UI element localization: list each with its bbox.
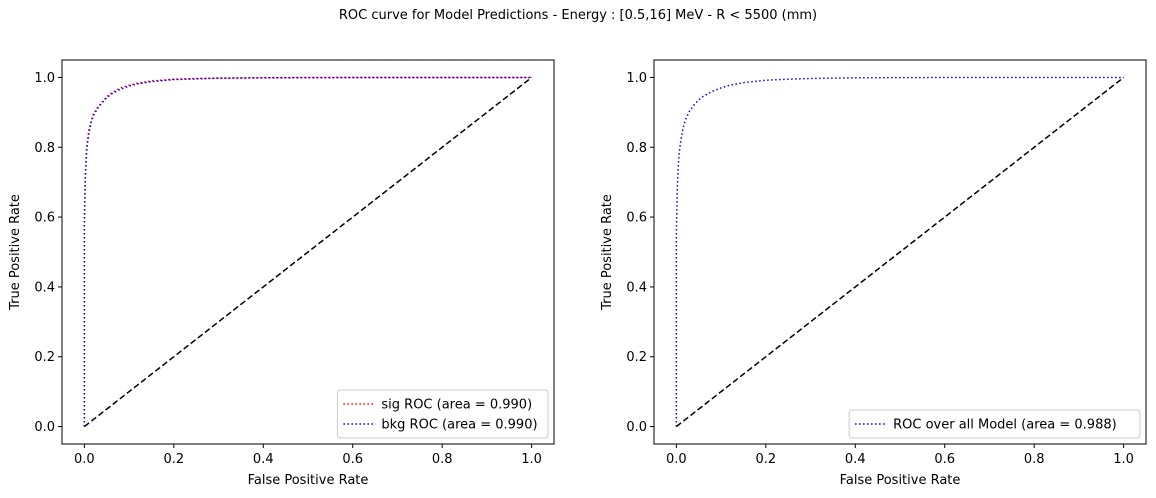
series-line-1 (675, 76, 1124, 427)
figure-title: ROC curve for Model Predictions - Energy… (338, 8, 818, 23)
y-tick-label: 0.6 (626, 211, 647, 226)
x-tick-label: 0.2 (163, 452, 184, 467)
y-tick-label: 1.0 (626, 71, 647, 86)
x-tick-label: 0.2 (755, 452, 776, 467)
y-tick-label: 0.2 (626, 350, 647, 365)
series-line-1 (83, 76, 532, 427)
y-axis-label: True Positive Rate (8, 194, 23, 311)
x-tick-label: 0.4 (845, 452, 866, 467)
legend-box (848, 409, 1141, 439)
x-tick-label: 0.0 (666, 452, 687, 467)
x-tick-label: 1.0 (521, 452, 542, 467)
x-tick-label: 0.0 (74, 452, 95, 467)
x-tick-label: 0.8 (432, 452, 453, 467)
y-tick-label: 0.0 (34, 420, 55, 435)
x-tick-label: 0.4 (253, 452, 274, 467)
y-tick-label: 0.6 (34, 211, 55, 226)
legend-box (336, 389, 549, 439)
y-tick-label: 0.4 (34, 280, 55, 295)
y-tick-label: 0.2 (34, 350, 55, 365)
legend-label: bkg ROC (area = 0.990) (381, 418, 537, 433)
chance-diagonal-line (83, 76, 533, 428)
plot-frame (653, 59, 1147, 445)
y-tick-label: 0.4 (626, 280, 647, 295)
y-tick-label: 0.8 (626, 141, 647, 156)
x-tick-label: 0.6 (934, 452, 955, 467)
chart-panel-2: 0.0 0.2 0.4 0.6 0.8 1.0 0.0 0.2 0.4 0.6 0.8 1.0 Fals… (600, 59, 1147, 488)
chart-panel-1: 0.0 0.2 0.4 0.6 0.8 1.0 0.0 0.2 0.4 0.6 0.8 1.0 Fals… (8, 59, 555, 488)
legend-label: sig ROC (area = 0.990) (381, 398, 532, 413)
y-tick-label: 0.8 (34, 141, 55, 156)
y-tick-label: 1.0 (34, 71, 55, 86)
y-axis-label: True Positive Rate (600, 194, 615, 311)
x-axis-label: False Positive Rate (248, 473, 369, 488)
x-tick-label: 0.6 (342, 452, 363, 467)
plot-frame (61, 59, 555, 445)
chance-diagonal-line (675, 76, 1125, 428)
legend-label: ROC over all Model (area = 0.988) (893, 418, 1117, 433)
x-tick-label: 0.8 (1024, 452, 1045, 467)
x-axis-label: False Positive Rate (840, 473, 961, 488)
y-tick-label: 0.0 (626, 420, 647, 435)
x-tick-label: 1.0 (1113, 452, 1134, 467)
